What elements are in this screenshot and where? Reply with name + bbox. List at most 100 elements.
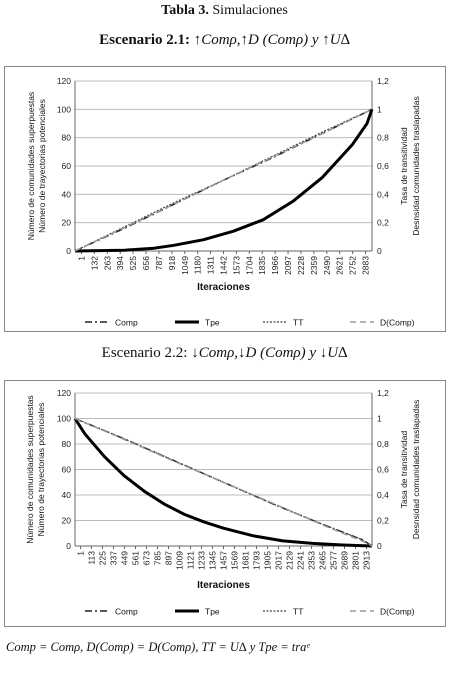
legend-label: Comp xyxy=(115,607,138,617)
y-tick-label: 20 xyxy=(62,218,72,228)
x-tick-label: 1 xyxy=(76,256,86,261)
x-tick-label: 2241 xyxy=(296,551,306,570)
y-axis-label: Número de trayectorias potenciales xyxy=(36,403,46,537)
legend-label: TT xyxy=(293,318,303,328)
x-tick-label: 113 xyxy=(87,551,97,565)
y2-tick-label: 0 xyxy=(377,246,382,256)
scenario-2-title: Escenario 2.2: ↓Comρ,↓D (Comρ) y ↓U∆ xyxy=(101,345,348,361)
chart-panel-1: 0 20 40 60 80 100 120 0 0,2 0,4 0,6 0,8 1 1,2 1 132 263 3… xyxy=(4,66,446,332)
y-axis-label: Número de comunidades superpuestas xyxy=(26,92,36,240)
y-tick-label: 60 xyxy=(62,161,72,171)
y-tick-label: 100 xyxy=(57,414,71,424)
x-tick-label: 2353 xyxy=(307,551,317,570)
legend-label: D(Comp) xyxy=(380,607,415,617)
x-tick-label: 2752 xyxy=(348,256,358,275)
x-tick-label: 1180 xyxy=(193,256,203,275)
y2-axis-label: Desnsidad comunidades traslapadas xyxy=(411,400,421,539)
x-tick-label: 2801 xyxy=(351,551,361,570)
y-axis-label: Número de trayectorias potenciales xyxy=(37,99,47,233)
x-tick-label: 394 xyxy=(115,256,125,270)
y-tick-label: 20 xyxy=(62,516,72,526)
legend-label: TT xyxy=(293,607,303,617)
y-tick-label: 120 xyxy=(57,76,71,86)
x-tick-label: 1704 xyxy=(244,256,254,275)
x-tick-label: 1905 xyxy=(263,551,273,570)
table-title: Tabla 3. Simulaciones xyxy=(161,3,288,18)
x-tick-label: 2490 xyxy=(322,256,332,275)
y-tick-label: 40 xyxy=(62,490,72,500)
series-line-tpe xyxy=(73,417,373,548)
y2-tick-label: 1,2 xyxy=(377,76,389,86)
y-axis-label: Número de comunidades superpuestas xyxy=(25,395,35,543)
x-tick-label: 1049 xyxy=(180,256,190,275)
x-tick-label: 2689 xyxy=(340,551,350,570)
y-tick-label: 120 xyxy=(57,388,71,398)
x-tick-label: 2228 xyxy=(296,256,306,275)
x-tick-label: 449 xyxy=(120,551,130,565)
y2-tick-label: 0,6 xyxy=(377,161,389,171)
x-tick-label: 1457 xyxy=(219,551,229,570)
x-tick-label: 656 xyxy=(141,256,151,270)
x-tick-label: 1 xyxy=(76,551,86,556)
x-tick-label: 2621 xyxy=(335,256,345,275)
series-line-tpe xyxy=(74,108,374,253)
x-tick-label: 2883 xyxy=(361,256,371,275)
x-tick-label: 787 xyxy=(154,256,164,270)
x-tick-label: 1835 xyxy=(257,256,267,275)
x-tick-label: 2129 xyxy=(285,551,295,570)
x-tick-label: 1009 xyxy=(175,551,185,570)
x-tick-label: 1681 xyxy=(241,551,251,570)
y2-tick-label: 0,6 xyxy=(377,465,389,475)
y2-tick-label: 0,4 xyxy=(377,490,389,500)
y2-tick-label: 1 xyxy=(377,104,382,114)
y2-tick-label: 0,2 xyxy=(377,218,389,228)
x-axis-label: Iteraciones xyxy=(197,580,250,591)
x-tick-label: 897 xyxy=(164,551,174,565)
y-tick-label: 40 xyxy=(62,189,72,199)
x-tick-label: 2913 xyxy=(362,551,372,570)
y2-axis-label: Tasa de transitividad xyxy=(399,127,409,205)
x-tick-label: 673 xyxy=(142,551,152,565)
x-tick-label: 785 xyxy=(153,551,163,565)
x-tick-label: 132 xyxy=(89,256,99,270)
x-axis-label: Iteraciones xyxy=(197,282,250,293)
x-tick-label: 2465 xyxy=(318,551,328,570)
x-tick-label: 263 xyxy=(102,256,112,270)
x-tick-label: 1311 xyxy=(206,256,216,275)
y2-tick-label: 0,2 xyxy=(377,516,389,526)
y2-tick-label: 1,2 xyxy=(377,388,389,398)
x-tick-label: 561 xyxy=(131,551,141,565)
x-tick-label: 225 xyxy=(98,551,108,565)
series-line-dcomp xyxy=(74,417,373,547)
legend-label: D(Comp) xyxy=(380,318,415,328)
legend-label: Tpe xyxy=(205,318,220,328)
x-tick-label: 1233 xyxy=(197,551,207,570)
y2-tick-label: 0 xyxy=(377,541,382,551)
legend-label: Comp xyxy=(115,318,138,328)
scenario-1-title: Escenario 2.1: ↑Comρ,↑D (Comρ) y ↑U∆ xyxy=(99,32,350,48)
x-tick-label: 1573 xyxy=(231,256,241,275)
y2-tick-label: 0,8 xyxy=(377,439,389,449)
series-line-dcomp xyxy=(74,108,373,252)
x-tick-label: 2577 xyxy=(329,551,339,570)
x-tick-label: 2097 xyxy=(283,256,293,275)
y2-axis-label: Tasa de transitividad xyxy=(399,430,409,508)
x-tick-label: 1442 xyxy=(219,256,229,275)
x-tick-label: 918 xyxy=(167,256,177,270)
x-tick-label: 1569 xyxy=(230,551,240,570)
x-tick-label: 2017 xyxy=(274,551,284,570)
y-tick-label: 80 xyxy=(62,439,72,449)
footnote: Comp = Comρ, D(Comp) = D(Comρ), TT = U∆ … xyxy=(6,640,310,654)
y-tick-label: 60 xyxy=(62,465,72,475)
y-tick-label: 0 xyxy=(66,541,71,551)
y2-axis-label: Desnsidad comunidades traslapadas xyxy=(411,96,421,235)
x-tick-label: 337 xyxy=(109,551,119,565)
series-line-tt xyxy=(74,417,373,547)
legend-label: Tpe xyxy=(205,607,220,617)
y-tick-label: 80 xyxy=(62,133,72,143)
y2-tick-label: 0,4 xyxy=(377,189,389,199)
x-tick-label: 1793 xyxy=(252,551,262,570)
x-tick-label: 1345 xyxy=(208,551,218,570)
